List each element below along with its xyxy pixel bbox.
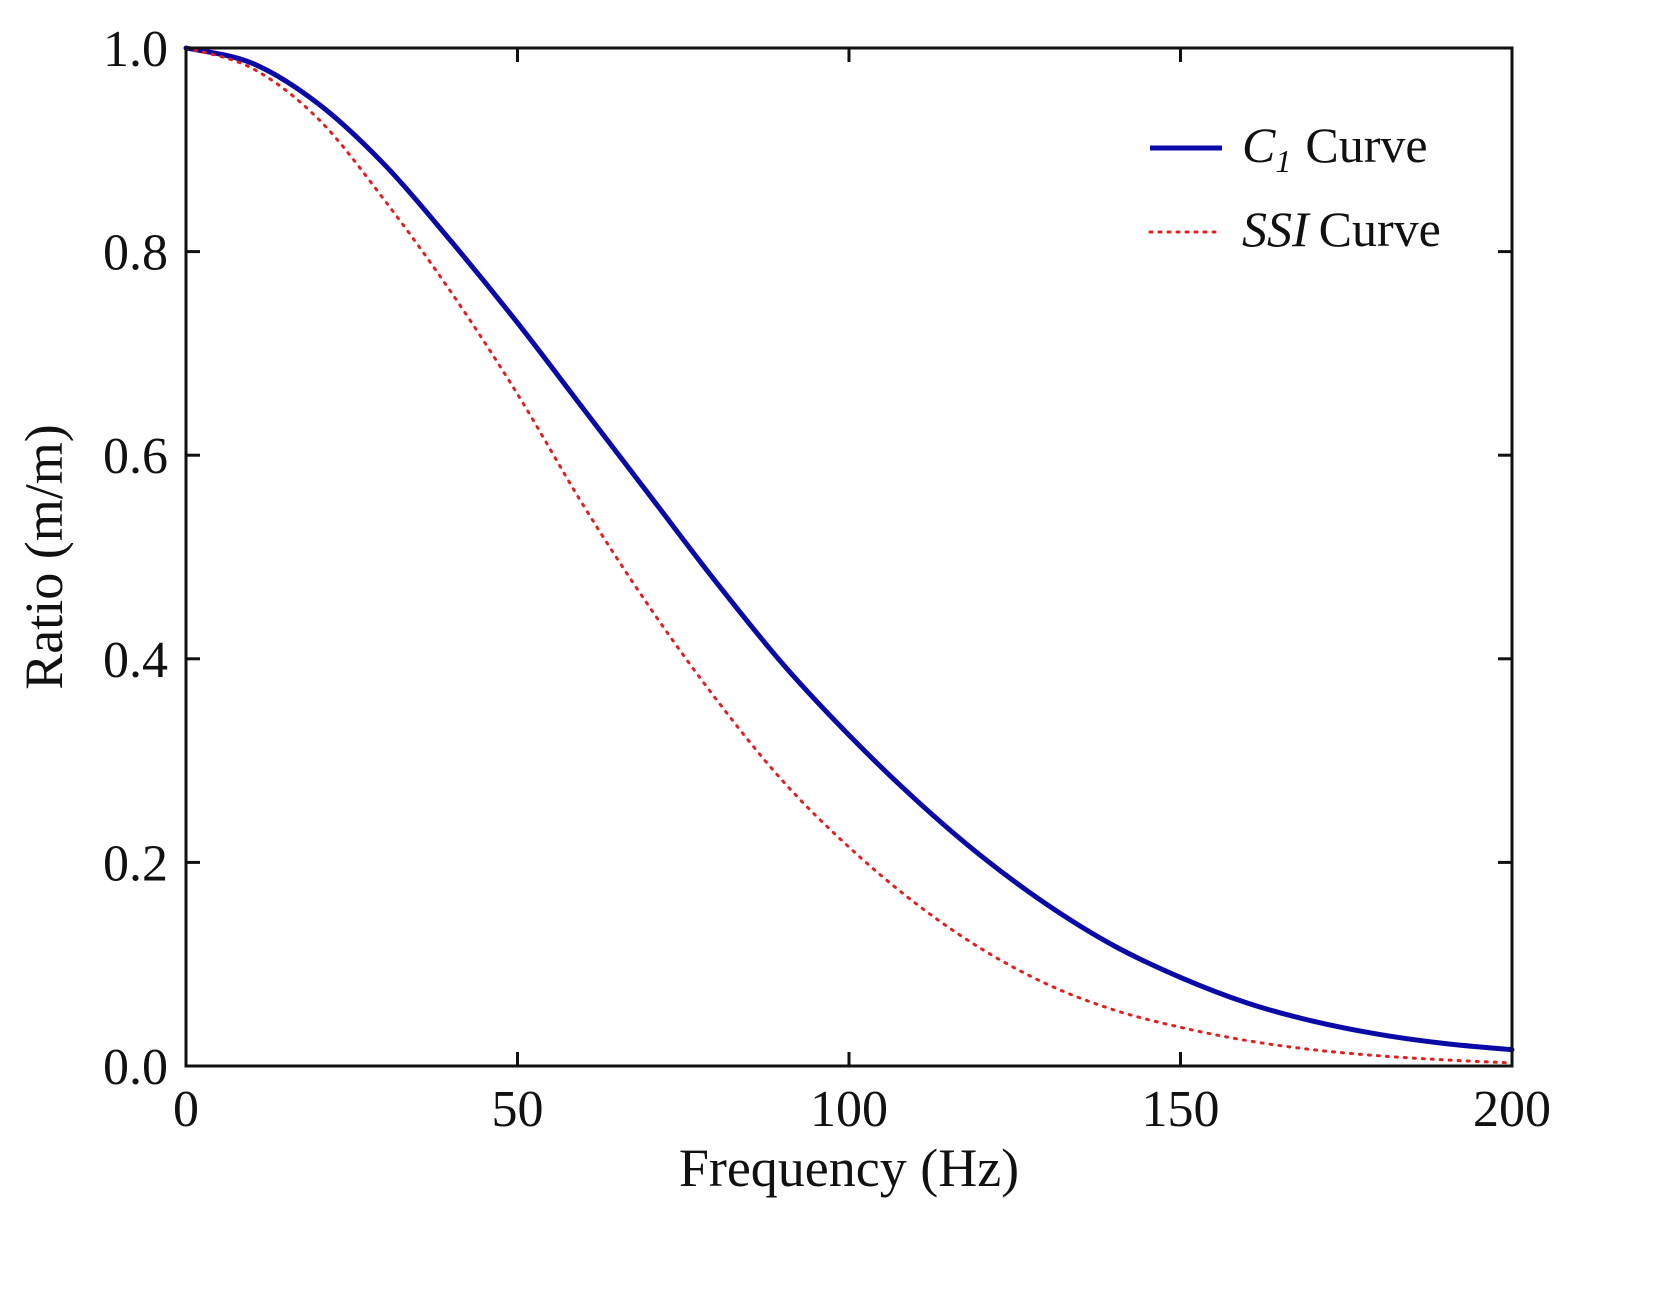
x-axis-label: Frequency (Hz) bbox=[679, 1138, 1019, 1198]
legend-c1-subscript: 1 bbox=[1275, 143, 1291, 179]
y-tick-label: 0.2 bbox=[103, 835, 168, 892]
y-tick-label: 0.8 bbox=[103, 225, 168, 282]
legend-c1-label: C1 Curve bbox=[1242, 117, 1428, 179]
x-tick-label: 0 bbox=[173, 1081, 199, 1138]
x-tick-label: 150 bbox=[1142, 1081, 1220, 1138]
y-tick-label: 0.6 bbox=[103, 428, 168, 485]
legend-ssi-symbol: SSI bbox=[1242, 201, 1311, 257]
legend: C1 Curve SSI Curve bbox=[1148, 117, 1441, 257]
x-tick-label: 50 bbox=[492, 1081, 544, 1138]
plot-frame bbox=[184, 46, 1514, 1068]
ssi-curve-line bbox=[184, 46, 1514, 1065]
y-axis-label: Ratio (m/m) bbox=[14, 424, 74, 689]
series-layer bbox=[183, 45, 1515, 1065]
tick-labels: 0 50 100 150 200 0.0 0.2 0.4 0.6 0.8 1.0 bbox=[103, 21, 1551, 1138]
x-tick-label: 100 bbox=[810, 1081, 888, 1138]
legend-c1-suffix: Curve bbox=[1305, 117, 1427, 173]
legend-c1-symbol: C bbox=[1242, 117, 1276, 173]
y-tick-label: 1.0 bbox=[103, 21, 168, 78]
c1-curve-line bbox=[183, 45, 1515, 1053]
ticks bbox=[184, 46, 1514, 1068]
y-tick-label: 0.4 bbox=[103, 632, 168, 689]
x-tick-label: 200 bbox=[1473, 1081, 1551, 1138]
y-tick-label: 0.0 bbox=[103, 1039, 168, 1096]
legend-ssi-label: SSI Curve bbox=[1242, 201, 1441, 257]
legend-ssi-suffix: Curve bbox=[1319, 201, 1441, 257]
